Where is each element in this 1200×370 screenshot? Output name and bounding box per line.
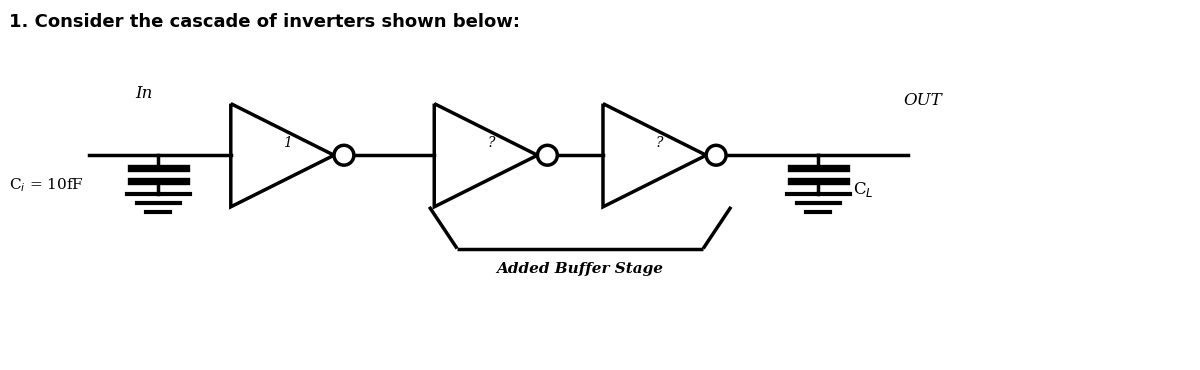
Text: OUT: OUT [904, 92, 942, 109]
Text: ?: ? [655, 136, 664, 150]
Text: C$_L$: C$_L$ [853, 181, 874, 199]
Text: In: In [134, 85, 152, 102]
Circle shape [538, 145, 557, 165]
Circle shape [334, 145, 354, 165]
Text: C$_i$ = 10fF: C$_i$ = 10fF [10, 176, 84, 194]
Text: 1. Consider the cascade of inverters shown below:: 1. Consider the cascade of inverters sho… [10, 13, 521, 31]
Text: ?: ? [487, 136, 494, 150]
Circle shape [706, 145, 726, 165]
Text: Added Buffer Stage: Added Buffer Stage [497, 262, 664, 276]
Text: 1: 1 [283, 136, 292, 150]
